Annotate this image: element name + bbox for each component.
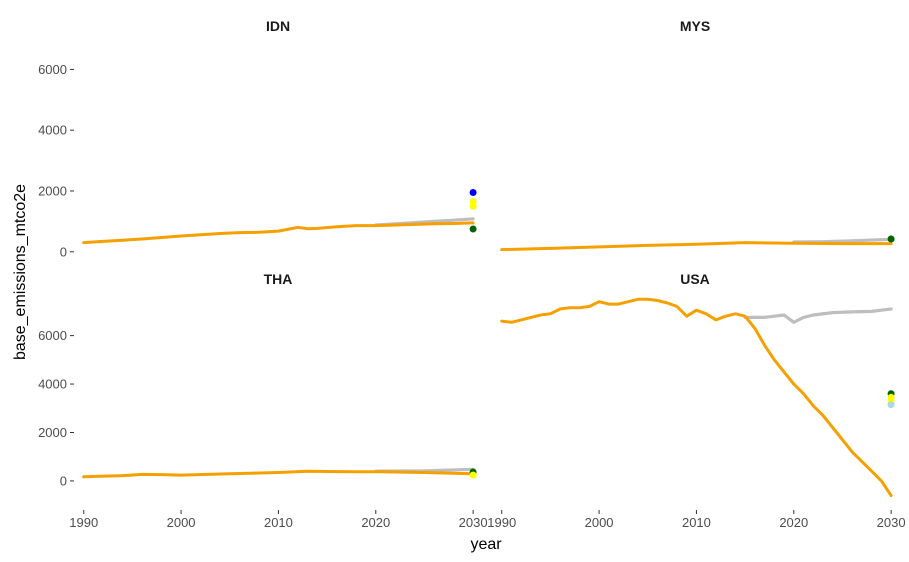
strip-label-usa: USA — [680, 271, 710, 287]
x-tick-label-c0-1: 2000 — [167, 515, 196, 530]
x-axis-title: year — [470, 536, 502, 553]
x-tick-label-c0-0: 1990 — [69, 515, 98, 530]
x-tick-label-c1-2: 2010 — [682, 515, 711, 530]
y-axis-title: base_emissions_mtco2e — [12, 184, 29, 360]
idn-projection-line — [82, 221, 475, 245]
x-tick-label-c1-1: 2000 — [585, 515, 614, 530]
mys-projection-line — [500, 241, 893, 252]
usa-target-point-3 — [887, 401, 895, 409]
tha-projection-line — [82, 469, 475, 479]
usa-baseline-line — [743, 307, 893, 324]
panel-usa — [500, 297, 895, 497]
strip-label-tha: THA — [264, 271, 293, 287]
x-tick-label-c1-0: 1990 — [487, 515, 516, 530]
x-tick-label-c0-3: 2020 — [361, 515, 390, 530]
strip-label-idn: IDN — [266, 18, 290, 34]
facet-panels — [82, 189, 895, 497]
y-tick-label-r0-0: 0 — [60, 244, 67, 259]
x-tick-label-c1-4: 2030 — [877, 515, 906, 530]
x-axes: 1990 2000 2010 2020 2030 1990 2000 2010 2020 2030 — [69, 510, 906, 530]
mys-target-point-0 — [887, 235, 895, 243]
y-tick-label-r1-2: 4000 — [38, 377, 67, 392]
panel-mys — [500, 235, 895, 252]
panel-idn — [82, 189, 477, 245]
idn-target-point-2 — [469, 202, 477, 210]
y-tick-label-r1-0: 0 — [60, 473, 67, 488]
facet-strips: IDN MYS THA USA — [264, 18, 711, 287]
y-tick-label-r0-1: 2000 — [38, 183, 67, 198]
y-tick-label-r1-1: 2000 — [38, 425, 67, 440]
y-tick-label-r1-3: 6000 — [38, 328, 67, 343]
y-axes: 0 2000 4000 6000 0 2000 4000 6000 — [38, 62, 74, 488]
usa-projection-line — [500, 297, 893, 497]
x-tick-label-c1-3: 2020 — [779, 515, 808, 530]
panel-tha — [82, 467, 477, 479]
tha-target-point-1 — [469, 471, 477, 479]
x-tick-label-c0-2: 2010 — [264, 515, 293, 530]
strip-label-mys: MYS — [680, 18, 710, 34]
y-tick-label-r0-3: 6000 — [38, 62, 67, 77]
idn-target-point-3 — [469, 225, 477, 233]
x-tick-label-c0-4: 2030 — [459, 515, 488, 530]
mys-baseline-line — [792, 237, 893, 244]
idn-target-point-0 — [469, 189, 477, 196]
y-tick-label-r0-2: 4000 — [38, 123, 67, 138]
